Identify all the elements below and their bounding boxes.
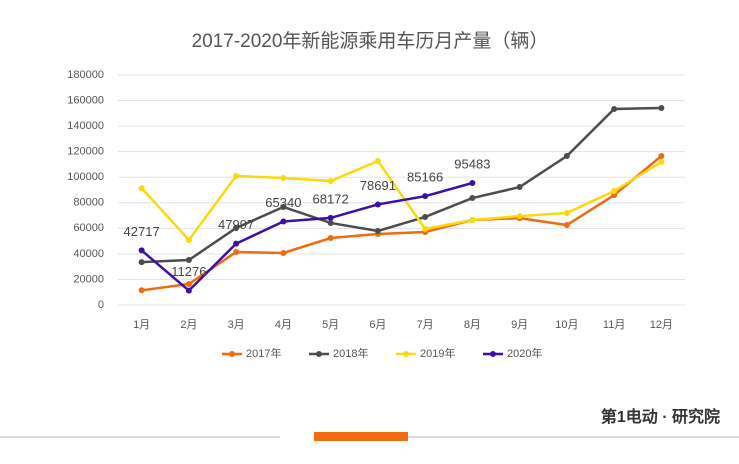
point <box>658 153 665 160</box>
x-tick-label: 2月 <box>180 319 197 331</box>
point <box>280 203 287 210</box>
point <box>422 213 429 220</box>
point <box>611 105 618 112</box>
point <box>422 225 429 232</box>
series-line <box>140 159 663 242</box>
point <box>280 174 287 181</box>
y-tick-label: 80000 <box>73 197 104 209</box>
point <box>374 228 381 235</box>
point <box>516 184 523 191</box>
point <box>233 172 240 179</box>
y-tick-label: 20000 <box>73 273 104 285</box>
y-tick-label: 100000 <box>67 171 104 183</box>
y-tick-label: 160000 <box>67 94 104 106</box>
y-tick-label: 120000 <box>67 146 104 158</box>
y-tick-label: 60000 <box>73 222 104 234</box>
data-label: 85166 <box>407 170 443 185</box>
legend-label: 2017年 <box>246 346 281 360</box>
x-tick-label: 1月 <box>133 319 150 331</box>
y-tick-label: 180000 <box>67 69 104 81</box>
data-label: 47997 <box>218 217 254 232</box>
legend-label: 2020年 <box>507 346 542 360</box>
point <box>469 195 476 202</box>
x-tick-label: 10月 <box>555 319 578 331</box>
series-line <box>141 155 663 292</box>
series-line <box>140 181 473 293</box>
point <box>233 224 240 231</box>
data-label: 11276 <box>171 264 206 279</box>
legend-label: 2018年 <box>333 346 368 360</box>
point <box>327 219 334 226</box>
point <box>469 217 476 224</box>
legend-label: 2019年 <box>420 346 455 360</box>
point <box>185 257 192 264</box>
point <box>374 157 381 164</box>
data-label: 95483 <box>454 156 490 171</box>
point <box>516 213 523 220</box>
y-tick-label: 0 <box>98 299 104 311</box>
data-label: 78691 <box>360 178 396 193</box>
point <box>563 153 570 160</box>
point <box>185 236 192 243</box>
point <box>138 185 145 192</box>
data-label: 65340 <box>265 195 301 210</box>
point <box>138 259 145 266</box>
point <box>658 159 665 166</box>
point <box>280 218 287 225</box>
point <box>138 247 145 254</box>
legend-swatch <box>229 351 235 357</box>
point <box>233 248 240 255</box>
data-label: 68172 <box>313 191 349 206</box>
point <box>658 104 665 111</box>
y-tick-label: 40000 <box>73 248 104 260</box>
legend-swatch <box>316 351 322 357</box>
point <box>563 210 570 216</box>
x-tick-label: 12月 <box>650 319 673 331</box>
chart-title: 2017-2020年新能源乘用车历月产量（辆） <box>192 30 549 52</box>
point <box>185 281 192 288</box>
legend-swatch <box>403 351 409 357</box>
x-tick-label: 5月 <box>322 319 339 331</box>
x-tick-label: 11月 <box>603 319 625 331</box>
point <box>185 287 192 294</box>
x-tick-label: 8月 <box>464 319 481 331</box>
point <box>327 178 334 185</box>
point <box>374 201 381 208</box>
point <box>611 188 618 195</box>
point <box>280 249 287 256</box>
point <box>469 179 476 186</box>
point <box>233 240 240 247</box>
legend-swatch <box>490 351 496 357</box>
point <box>327 235 334 242</box>
x-tick-label: 3月 <box>228 319 245 331</box>
series-line <box>141 106 662 264</box>
point <box>138 287 145 294</box>
point <box>422 193 429 200</box>
x-tick-label: 4月 <box>275 319 292 331</box>
x-tick-label: 7月 <box>417 319 434 331</box>
y-tick-label: 140000 <box>67 120 104 132</box>
x-tick-label: 9月 <box>511 319 528 331</box>
footer-accent <box>314 432 408 441</box>
footer-brand: 第1电动 · 研究院 <box>601 407 720 426</box>
data-label: 42717 <box>124 224 160 239</box>
point <box>563 222 570 229</box>
x-tick-label: 6月 <box>369 319 386 331</box>
point <box>327 214 334 221</box>
